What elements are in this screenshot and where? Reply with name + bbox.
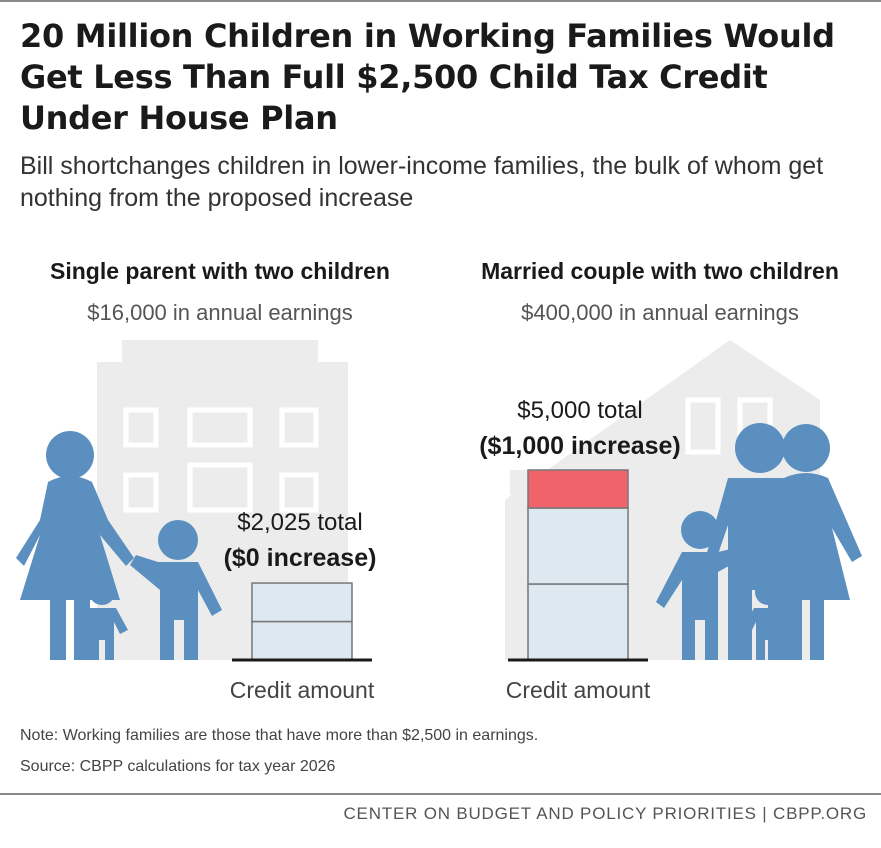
right-xlabel: Credit amount	[506, 677, 651, 703]
left-xlabel: Credit amount	[230, 677, 375, 703]
bar-segment-married-couple-child-2	[527, 507, 629, 585]
left-increase-label: ($0 increase)	[224, 544, 377, 572]
right-family-header: Married couple with two children	[481, 258, 839, 284]
chart-scene: $2,025 total ($0 increase) $5,000 total …	[16, 340, 862, 703]
bar-segment-married-couple-increase	[527, 469, 629, 509]
right-earnings: $400,000 in annual earnings	[521, 300, 799, 325]
bar-segment-married-couple-child-1	[527, 583, 629, 661]
chart-title: 20 Million Children in Working Families …	[20, 17, 835, 137]
bar-segment-single-parent-child-2	[251, 582, 353, 623]
note-text: Note: Working families are those that ha…	[20, 727, 539, 744]
bar-group-married-couple	[527, 469, 629, 661]
right-total-label: $5,000 total	[517, 397, 642, 424]
footer-rule	[0, 793, 881, 795]
left-family-header: Single parent with two children	[50, 258, 390, 284]
footer-credit: CENTER ON BUDGET AND POLICY PRIORITIES |…	[343, 804, 867, 823]
single-parent-family-icon	[16, 431, 222, 660]
bar-segment-single-parent-child-1	[251, 620, 353, 661]
bar-group-single-parent	[251, 582, 353, 661]
source-text: Source: CBPP calculations for tax year 2…	[20, 758, 336, 775]
left-total-label: $2,025 total	[237, 509, 362, 536]
married-couple-family-icon	[656, 423, 862, 660]
right-increase-label: ($1,000 increase)	[479, 432, 681, 460]
left-earnings: $16,000 in annual earnings	[87, 300, 353, 325]
chart-subtitle: Bill shortchanges children in lower-inco…	[20, 152, 824, 212]
top-rule	[0, 0, 881, 2]
